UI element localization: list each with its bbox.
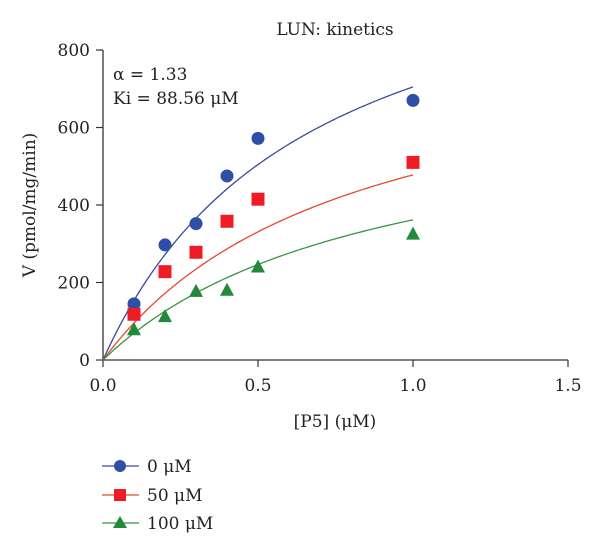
- data-point-series-2: [251, 259, 265, 273]
- legend-label-2: 100 μM: [147, 514, 213, 534]
- data-point-series-1: [406, 155, 420, 169]
- fit-curve-2: [102, 219, 414, 361]
- legend-triangle-marker: [113, 516, 127, 528]
- data-point-series-1: [251, 192, 265, 206]
- legend-circle-marker: [114, 460, 126, 472]
- fit-curves: [102, 86, 414, 361]
- x-tick-label: 1.0: [399, 376, 426, 396]
- data-point-series-2: [189, 283, 203, 297]
- legend-label-1: 50 μM: [147, 486, 203, 506]
- legend-item-1: 50 μM: [102, 486, 203, 506]
- ticks: 0.0 0.5 1.0 1.5 0 200 400 600 800: [58, 41, 582, 396]
- chart-title: LUN: kinetics: [276, 20, 393, 40]
- legend-item-0: 0 μM: [102, 457, 192, 477]
- annotation-ki: Ki = 88.56 μM: [113, 89, 239, 109]
- y-tick-label: 0: [79, 351, 90, 371]
- data-point-series-2: [127, 322, 141, 336]
- x-tick-label: 1.5: [554, 376, 581, 396]
- annotation-alpha: α = 1.33: [113, 65, 187, 85]
- data-point-series-0: [189, 217, 203, 231]
- x-axis-label: [P5] (μM): [294, 412, 377, 432]
- data-point-series-1: [220, 214, 234, 228]
- legend-label-0: 0 μM: [147, 457, 192, 477]
- legend: 0 μM 50 μM 100 μM: [102, 457, 213, 534]
- y-axis-label: V (pmol/mg/min): [20, 133, 40, 279]
- data-point-series-1: [127, 307, 141, 321]
- y-tick-label: 200: [58, 274, 90, 294]
- data-point-series-1: [158, 265, 172, 279]
- data-point-series-2: [220, 282, 234, 296]
- data-point-series-2: [158, 309, 172, 323]
- x-tick-label: 0.5: [244, 376, 271, 396]
- y-tick-label: 800: [58, 41, 90, 61]
- legend-square-marker: [114, 489, 126, 501]
- data-point-series-2: [406, 226, 420, 240]
- data-point-series-0: [127, 297, 141, 311]
- data-point-series-0: [406, 93, 420, 107]
- data-point-series-0: [220, 169, 234, 183]
- y-tick-label: 600: [58, 119, 90, 139]
- fit-curve-1: [102, 174, 414, 361]
- data-point-series-0: [158, 238, 172, 252]
- data-points: [127, 93, 420, 336]
- legend-item-2: 100 μM: [102, 514, 213, 534]
- fit-curve-0: [102, 86, 414, 361]
- data-point-series-0: [251, 131, 265, 145]
- data-point-series-1: [189, 245, 203, 259]
- y-tick-label: 400: [58, 196, 90, 216]
- x-tick-label: 0.0: [89, 376, 116, 396]
